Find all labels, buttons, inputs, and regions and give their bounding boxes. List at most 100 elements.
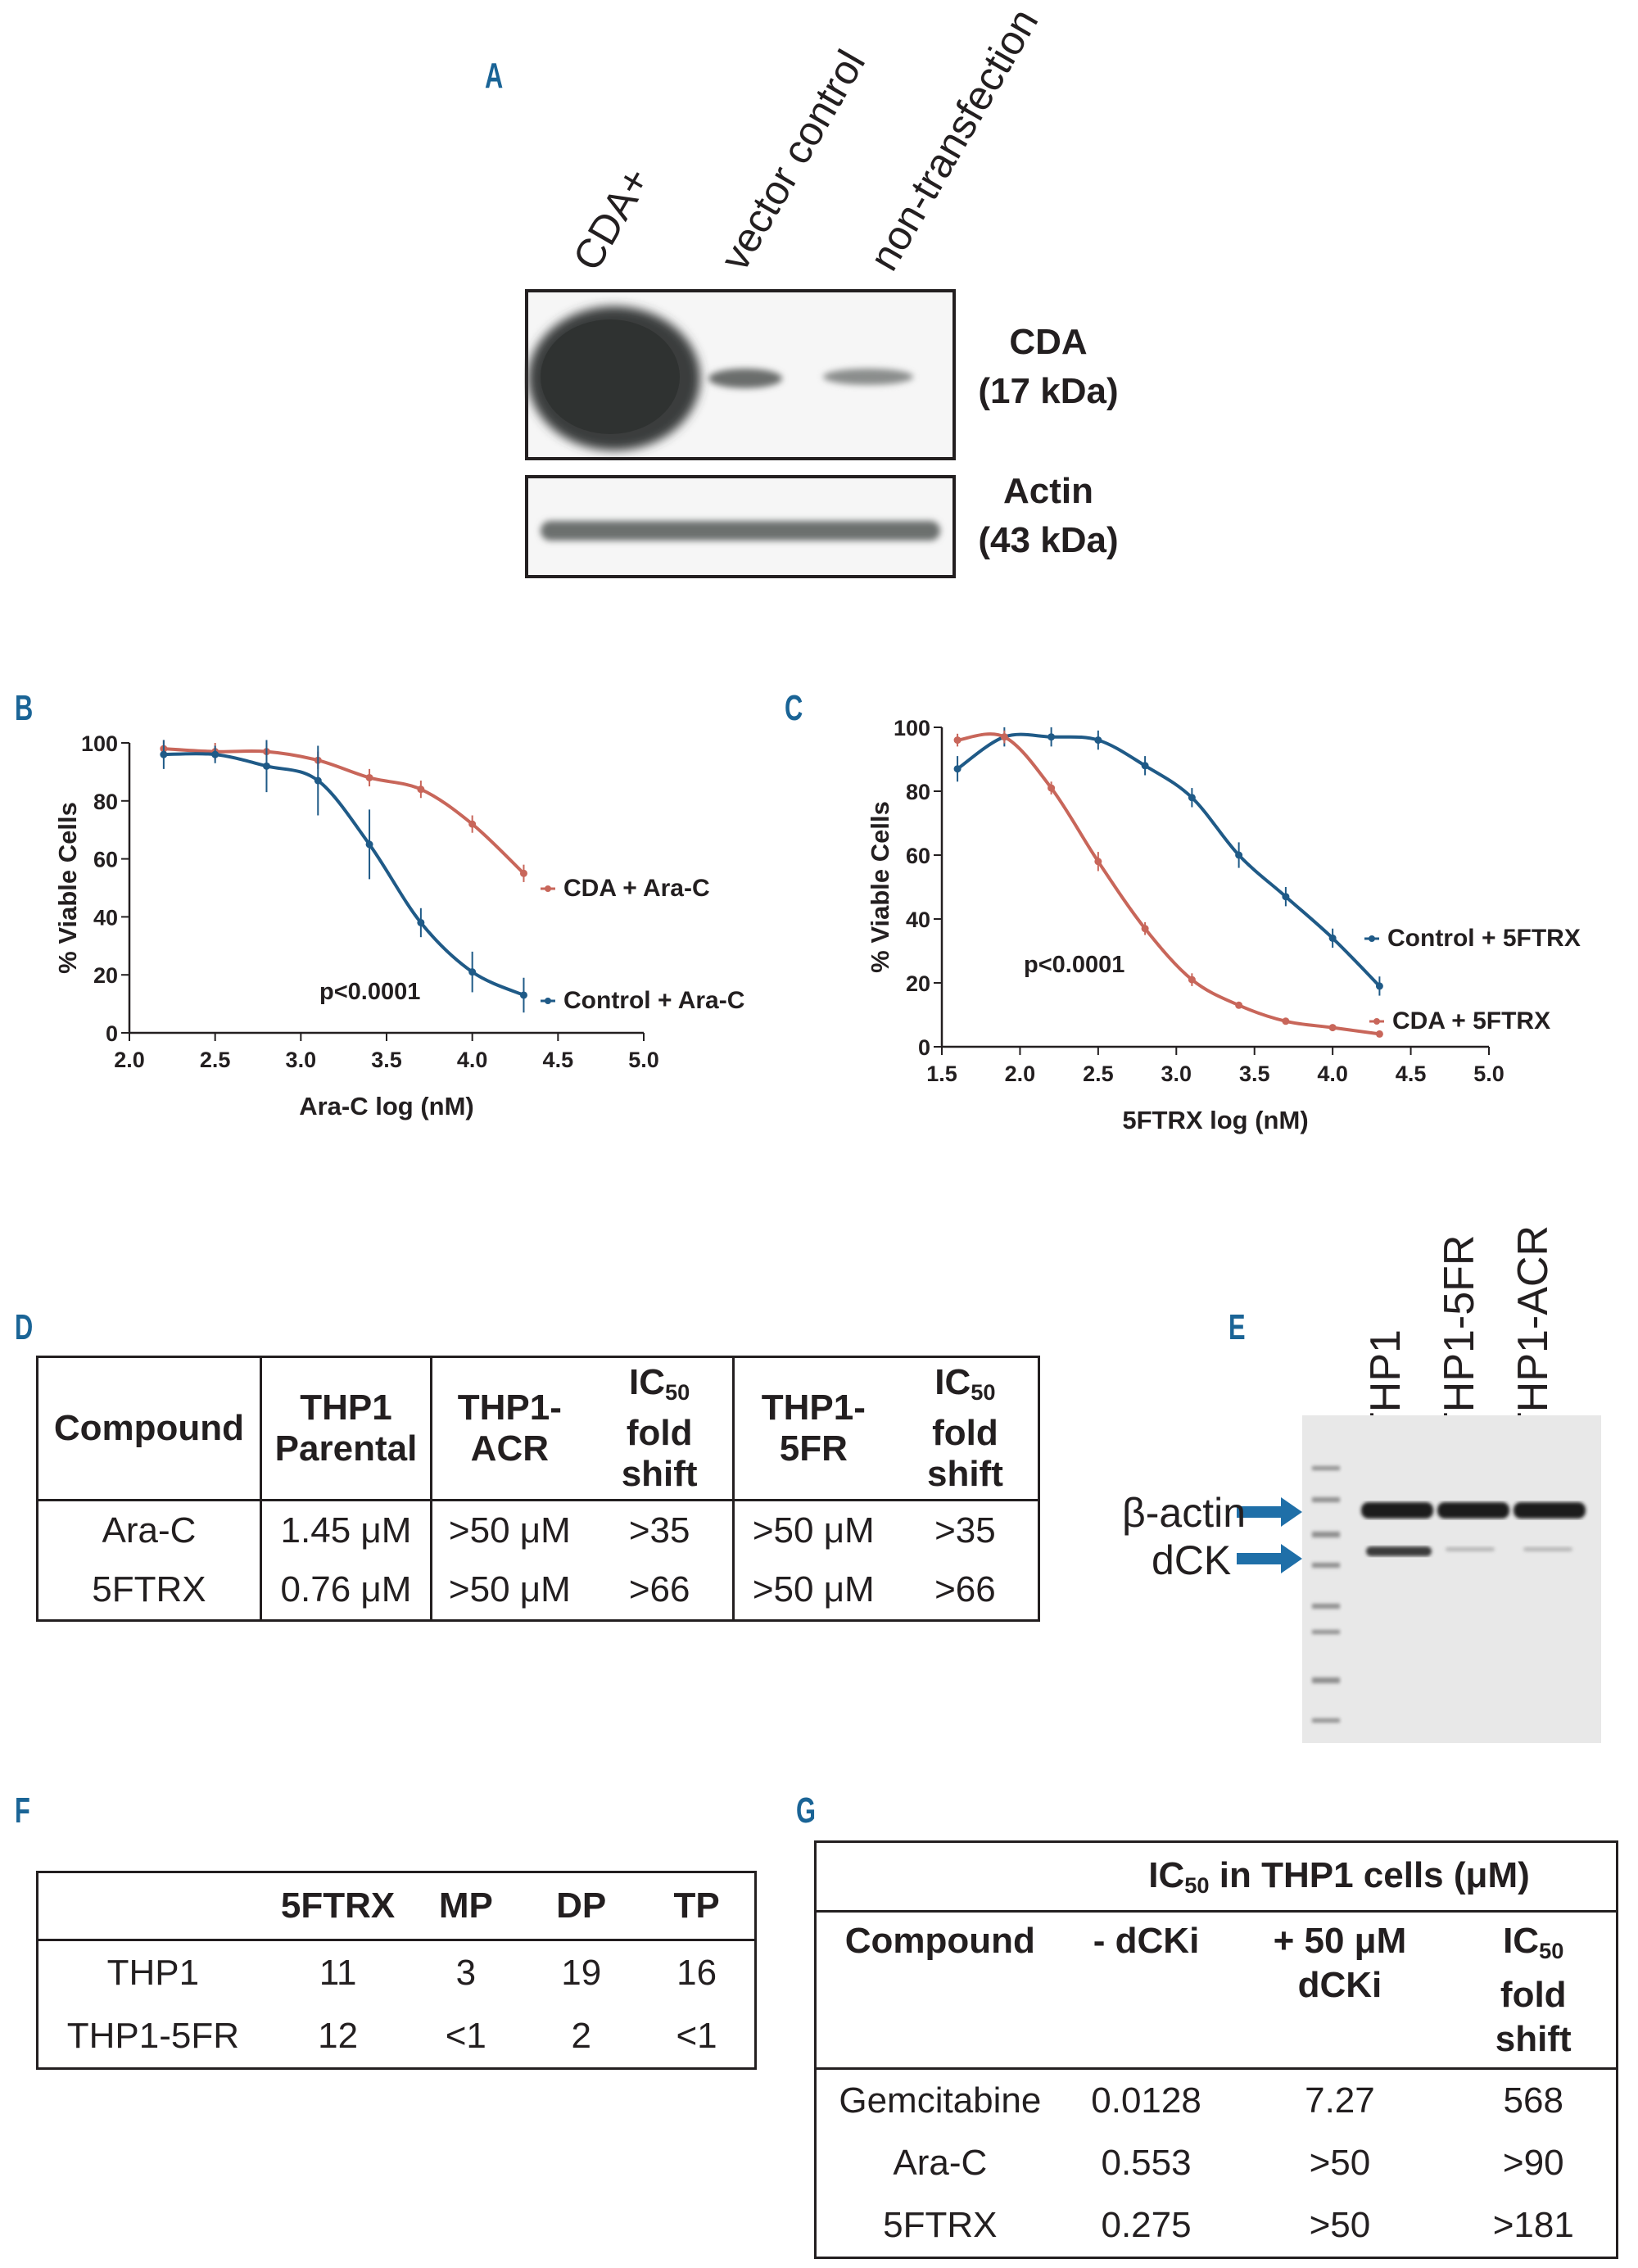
- x-axis-label: 5FTRX log (nM): [1122, 1106, 1308, 1134]
- x-tick-label: 4.5: [543, 1048, 574, 1072]
- x-tick-label: 3.5: [1239, 1062, 1270, 1086]
- lane-label-vector-control: vector control: [711, 42, 875, 278]
- x-tick-label: 2.5: [200, 1048, 231, 1072]
- table-cell: >50 μM: [731, 1560, 893, 1621]
- legend-marker: [1369, 935, 1375, 942]
- table-g-header-minus-dcki: - dCKi: [1063, 1911, 1229, 2070]
- x-tick-label: 4.0: [457, 1048, 488, 1072]
- x-tick-label: 3.0: [286, 1048, 317, 1072]
- table-cell: >50 μM: [731, 1500, 893, 1560]
- data-point: [1235, 851, 1243, 859]
- table-f-header-dp: DP: [523, 1872, 640, 1941]
- data-point: [468, 968, 477, 976]
- band-label-actin-size: (43 kDa): [978, 520, 1119, 560]
- dck-bands: [1366, 1546, 1572, 1556]
- data-point: [160, 750, 168, 758]
- chart-b: 2.0 2.5 3.0 3.5 4.0 4.5 5.0 0 20 40 60 80 100 Ara-C l…: [53, 731, 744, 1120]
- table-cell: Ara-C: [893, 2143, 988, 2183]
- x-tick-label: 4.5: [1396, 1062, 1427, 1086]
- table-cell: >50 μM: [430, 1560, 587, 1621]
- table-cell: Ara-C: [102, 1510, 197, 1550]
- blot-cda: [525, 289, 956, 460]
- x-tick-label: 5.0: [1473, 1062, 1505, 1086]
- band-label-actin: Actin (43 kDa): [966, 467, 1130, 565]
- legend-label: Control + Ara-C: [563, 987, 744, 1014]
- data-point: [417, 918, 425, 926]
- panel-label-e: E: [1228, 1307, 1246, 1347]
- table-cell: <1: [445, 2015, 486, 2056]
- table-g-title-row: IC50 in THP1 cells (μM): [815, 1841, 1618, 1913]
- data-point: [1188, 976, 1196, 984]
- table-cell: >35: [628, 1510, 690, 1550]
- table-cell: 1.45 μM: [259, 1500, 432, 1560]
- data-point: [519, 991, 527, 999]
- data-point: [262, 762, 270, 770]
- band-label-dck: dCK: [1152, 1537, 1232, 1583]
- data-point: [1282, 893, 1290, 901]
- table-f-header-blank: [37, 1872, 268, 1941]
- panel-label-f: F: [15, 1790, 30, 1831]
- table-cell: Gemcitabine: [839, 2080, 1042, 2121]
- band-label-beta-actin: β-actin: [1122, 1490, 1247, 1536]
- y-tick-label: 60: [93, 848, 118, 872]
- table-cell: >50: [1309, 2143, 1371, 2183]
- data-point: [1048, 784, 1056, 792]
- legend-marker: [545, 998, 551, 1004]
- data-point: [953, 736, 962, 745]
- data-point: [1375, 982, 1383, 990]
- data-point: [1000, 733, 1008, 741]
- table-f-header-5ftrx: 5FTRX: [267, 1872, 409, 1941]
- data-point: [468, 820, 477, 828]
- x-tick-label: 1.5: [926, 1062, 957, 1086]
- table-cell: >66: [628, 1569, 690, 1609]
- lane-label-thp1-5fr: THP1-5FR: [1436, 1234, 1483, 1438]
- x-tick-label: 3.5: [371, 1048, 402, 1072]
- table-d-header-thp1-parental: THP1 Parental: [259, 1356, 432, 1501]
- table-d-header-compound: Compound: [37, 1356, 261, 1501]
- band-label-cda-name: CDA: [1009, 322, 1088, 362]
- lane-label-cda-plus: CDA+: [563, 159, 659, 278]
- x-axis-label: Ara-C log (nM): [299, 1092, 474, 1120]
- table-g-header-row: Compound - dCKi + 50 μM dCKi IC50 fold shif…: [815, 1911, 1618, 2070]
- y-axis-label: % Viable Cells: [866, 801, 894, 973]
- data-point: [953, 765, 962, 773]
- y-tick-label: 40: [93, 905, 118, 930]
- x-tick-label: 2.5: [1083, 1062, 1114, 1086]
- table-cell: 5FTRX: [92, 1569, 206, 1609]
- table-row: Ara-C 0.553 >50 >90: [816, 2132, 1618, 2194]
- table-cell: 0.275: [1101, 2205, 1192, 2245]
- series-line: [163, 752, 525, 997]
- legend-marker: [545, 885, 551, 892]
- p-value-annotation: p<0.0001: [319, 979, 420, 1005]
- p-value-annotation: p<0.0001: [1024, 952, 1124, 978]
- data-point: [1094, 858, 1102, 866]
- table-d-header-ic50-fold-shift-2: IC50 fold shift: [892, 1356, 1039, 1501]
- x-tick-label: 4.0: [1317, 1062, 1348, 1086]
- table-cell: 7.27: [1305, 2080, 1375, 2121]
- table-d-header-thp1-acr: THP1- ACR: [430, 1356, 587, 1501]
- legend-label: CDA + 5FTRX: [1392, 1007, 1550, 1034]
- legend-label: CDA + Ara-C: [563, 875, 710, 902]
- table-row: 5FTRX 0.76 μM >50 μM >66 >50 μM >66: [38, 1560, 1039, 1621]
- table-g-header-plus-dcki: + 50 μM dCKi: [1228, 1911, 1451, 2070]
- data-point: [1375, 1030, 1383, 1038]
- table-cell: >181: [1492, 2205, 1574, 2245]
- table-cell: 5FTRX: [883, 2205, 998, 2245]
- table-cell: THP1-5FR: [66, 2015, 240, 2056]
- table-g-title: IC50 in THP1 cells (μM): [815, 1841, 1618, 1913]
- blot-actin: [525, 475, 956, 578]
- data-point: [417, 785, 425, 794]
- table-cell: 0.0128: [1091, 2080, 1201, 2121]
- table-d-header-ic50-fold-shift-1: IC50 fold shift: [586, 1356, 734, 1501]
- lane-label-thp1-acr: THP1-ACR: [1509, 1225, 1557, 1438]
- panel-label-c: C: [785, 688, 803, 728]
- data-point: [1141, 762, 1149, 770]
- data-point: [1328, 934, 1337, 942]
- data-point: [1235, 1001, 1243, 1009]
- data-point: [365, 840, 373, 849]
- data-point: [1282, 1017, 1290, 1025]
- panel-label-a: A: [485, 56, 504, 96]
- table-cell: >50: [1309, 2205, 1371, 2245]
- x-tick-label: 2.0: [114, 1048, 145, 1072]
- table-cell: 568: [1503, 2080, 1563, 2121]
